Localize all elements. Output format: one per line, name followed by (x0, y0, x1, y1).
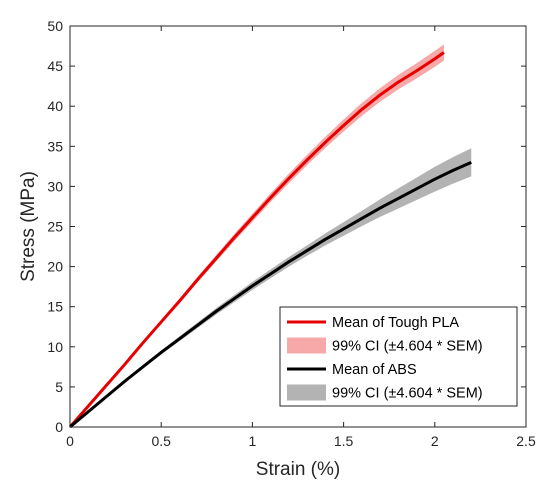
ci-band-1 (70, 148, 472, 427)
x-tick-label: 0 (66, 433, 74, 449)
y-tick-label: 40 (47, 98, 63, 114)
y-axis-title: Stress (MPa) (18, 171, 39, 282)
legend-label: Mean of Tough PLA (332, 315, 459, 331)
x-tick-label: 0.5 (151, 433, 171, 449)
legend-band-swatch (287, 337, 326, 354)
y-tick-label: 35 (47, 138, 63, 154)
y-tick-label: 20 (47, 259, 63, 275)
y-tick-label: 30 (47, 178, 63, 194)
y-tick-label: 15 (47, 299, 63, 315)
y-tick-label: 0 (55, 419, 63, 435)
ci-band-0 (70, 44, 444, 427)
x-axis-title: Strain (%) (256, 459, 340, 480)
y-axis-ticks: 0 5 10 15 20 25 30 35 40 45 50 (47, 18, 526, 435)
series-line-0 (68, 51, 445, 428)
y-tick-label: 50 (47, 18, 63, 34)
confidence-bands (70, 44, 472, 427)
x-axis-ticks: 0 0.5 1 1.5 2 2.5 (66, 26, 536, 449)
legend-label: 99% CI (±4.604 * SEM) (332, 386, 483, 402)
legend-label: Mean of ABS (332, 362, 417, 378)
legend: Mean of Tough PLA 99% CI (±4.604 * SEM) Me… (279, 306, 518, 407)
x-tick-label: 1.5 (334, 433, 354, 449)
legend-band-swatch (287, 384, 326, 401)
y-tick-label: 5 (55, 379, 63, 395)
legend-label: 99% CI (±4.604 * SEM) (332, 339, 483, 355)
x-tick-label: 2 (431, 433, 439, 449)
x-tick-label: 1 (249, 433, 257, 449)
series-lines (68, 51, 472, 429)
y-tick-label: 10 (47, 339, 63, 355)
y-tick-label: 45 (47, 58, 63, 74)
y-tick-label: 25 (47, 219, 63, 235)
series-line-1 (69, 160, 472, 429)
x-tick-label: 2.5 (516, 433, 536, 449)
